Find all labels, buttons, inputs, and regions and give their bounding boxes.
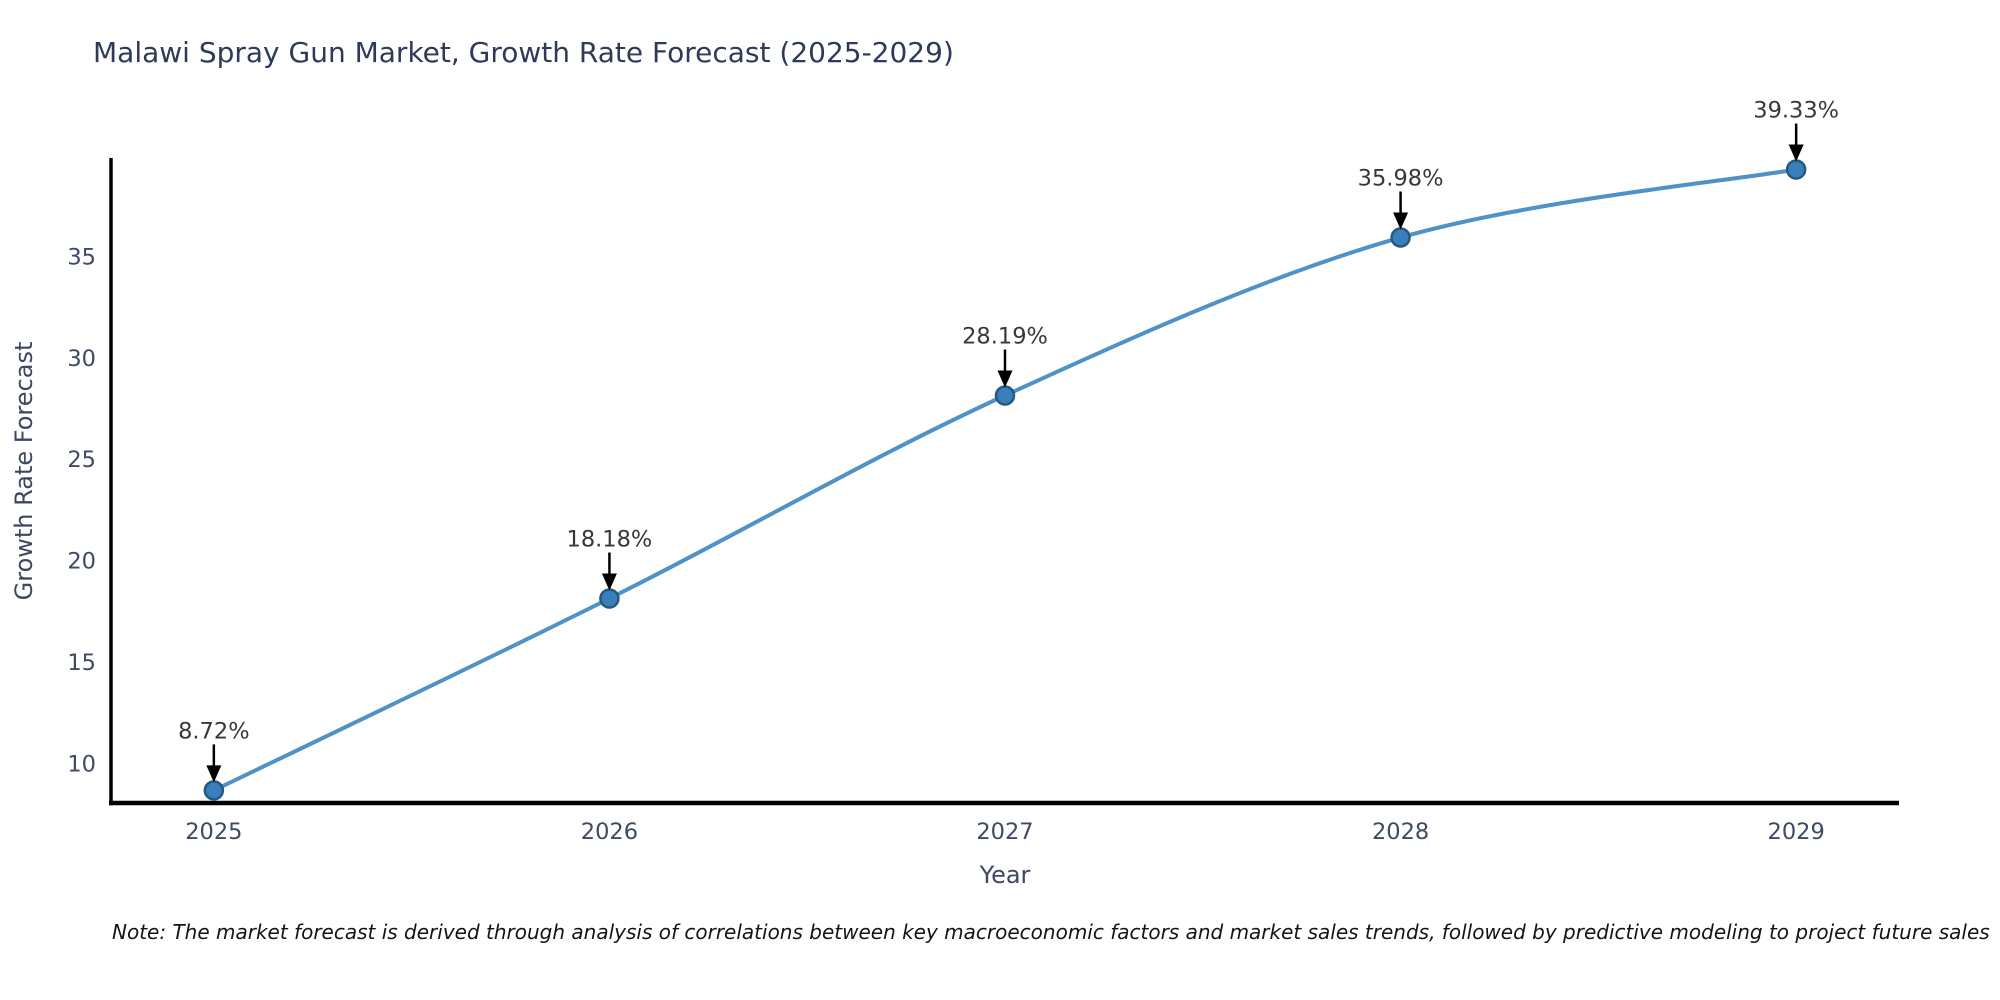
- x-tick-label: 2025: [185, 819, 242, 845]
- data-point-marker: [1390, 227, 1411, 248]
- y-tick-label: 25: [67, 447, 96, 473]
- data-point-label: 35.98%: [1358, 165, 1444, 191]
- data-point-marker: [1785, 159, 1807, 180]
- annotation-arrow-head: [1393, 212, 1409, 230]
- x-tick-label: 2027: [976, 819, 1033, 845]
- annotation-arrow-head: [206, 765, 222, 783]
- data-point-marker: [994, 385, 1016, 406]
- y-tick-label: 30: [67, 346, 96, 372]
- chart-title: Malawi Spray Gun Market, Growth Rate For…: [93, 36, 954, 69]
- annotation-arrow-head: [601, 573, 617, 591]
- footnote: Note: The market forecast is derived thr…: [112, 920, 1990, 944]
- annotation-arrow-head: [1788, 144, 1804, 162]
- x-tick-label: 2028: [1372, 819, 1429, 845]
- y-tick-label: 10: [67, 751, 96, 777]
- x-tick-label: 2026: [581, 819, 638, 845]
- data-point-label: 39.33%: [1753, 98, 1839, 124]
- x-tick-label: 2029: [1768, 819, 1825, 845]
- y-axis-label: Growth Rate Forecast: [10, 341, 38, 601]
- x-axis-label: Year: [979, 861, 1031, 889]
- y-tick-label: 20: [67, 549, 96, 575]
- data-point-label: 28.19%: [962, 323, 1048, 349]
- data-point-label: 18.18%: [567, 527, 653, 553]
- data-point-label: 8.72%: [178, 718, 249, 744]
- annotation-arrow-head: [997, 370, 1013, 388]
- forecast-line: [211, 167, 1799, 793]
- y-tick-label: 35: [67, 244, 96, 270]
- data-point-marker: [599, 588, 620, 609]
- data-point-marker: [203, 780, 225, 801]
- y-tick-label: 15: [67, 650, 96, 676]
